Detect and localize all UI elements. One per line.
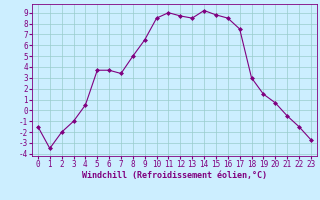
X-axis label: Windchill (Refroidissement éolien,°C): Windchill (Refroidissement éolien,°C) [82,171,267,180]
